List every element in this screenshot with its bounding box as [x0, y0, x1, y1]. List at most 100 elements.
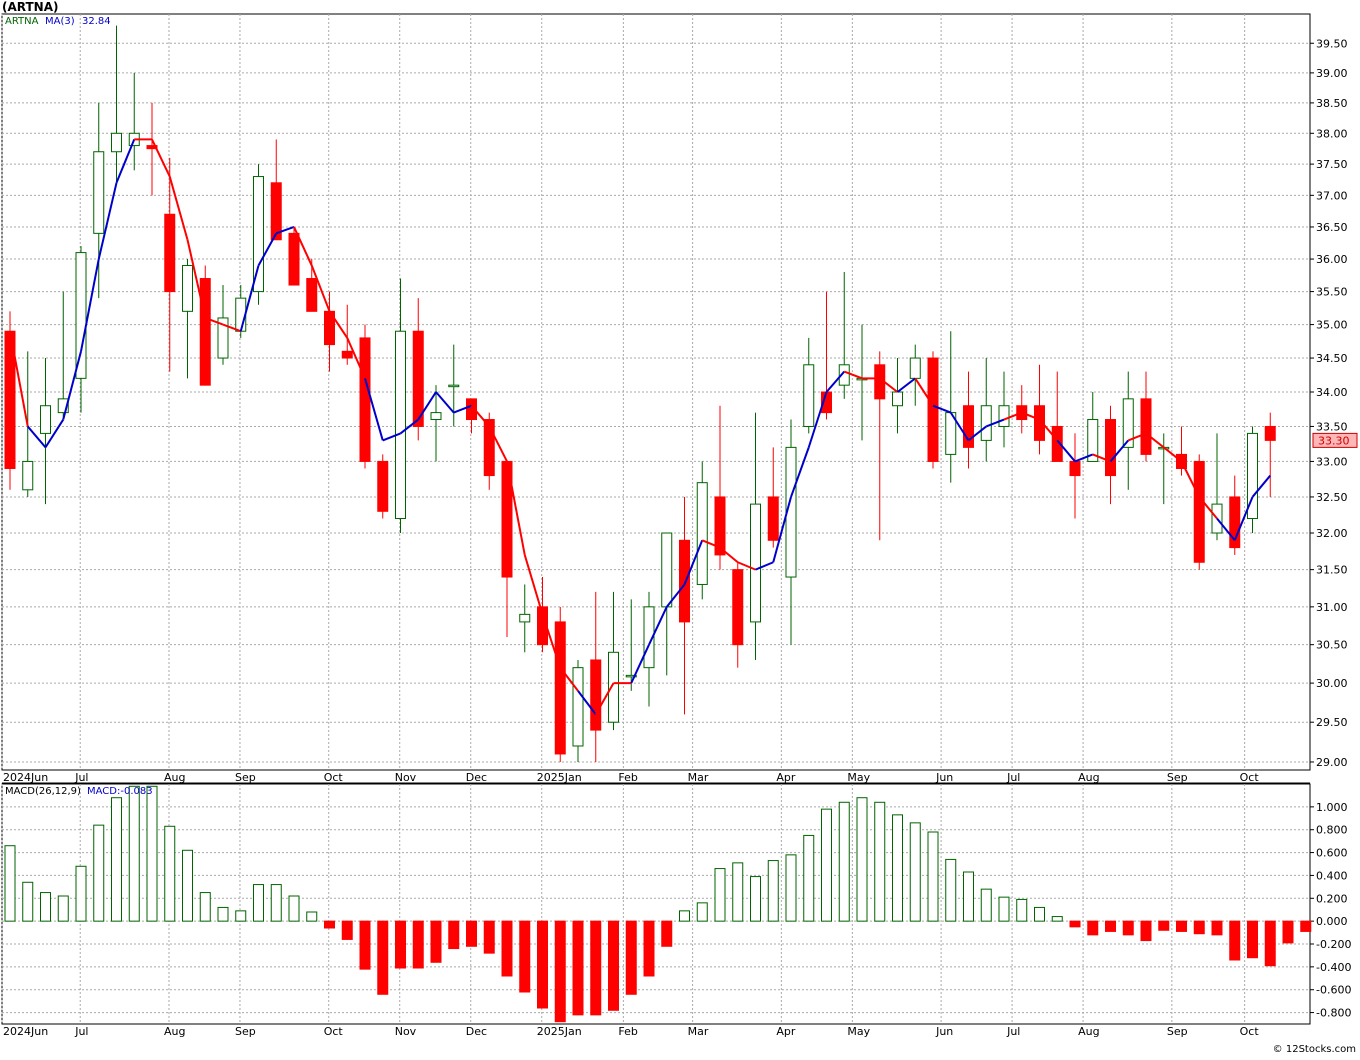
macd-bar: [253, 884, 264, 922]
ma3-segment: [559, 667, 579, 692]
candle-body: [430, 412, 442, 421]
macd-panel-frame: [1, 783, 1311, 1025]
x-axis-label-top: Oct: [324, 771, 344, 784]
macd-bar: [1247, 920, 1258, 959]
ma3-segment: [541, 614, 562, 668]
x-axis-label-bottom: Dec: [466, 1025, 487, 1038]
macd-bar: [1105, 920, 1116, 932]
macd-bar: [732, 862, 744, 922]
price-tick-label: 33.00: [1316, 455, 1348, 468]
macd-tick-label: 0.200: [1316, 892, 1348, 905]
candle-body: [182, 265, 193, 312]
macd-bar: [448, 920, 460, 950]
macd-bar: [22, 881, 34, 922]
candle-body: [164, 213, 176, 293]
price-tick-label: 38.00: [1316, 127, 1348, 140]
ma-legend-label: MA(3): [45, 16, 75, 27]
macd-bar: [128, 785, 140, 922]
x-axis-label-bottom: Mar: [688, 1025, 709, 1038]
macd-bar: [1193, 920, 1205, 935]
ma3-segment: [1092, 453, 1111, 463]
macd-bar: [909, 822, 921, 922]
candle-body: [750, 503, 761, 623]
macd-bar: [963, 871, 974, 922]
ma3-segment: [665, 583, 686, 608]
price-tick-label: 31.50: [1316, 564, 1348, 577]
macd-bar: [892, 814, 903, 922]
price-tick-label: 34.50: [1316, 352, 1348, 365]
candle-body: [253, 176, 264, 293]
ma3-segment: [896, 377, 916, 393]
x-axis-label-bottom: 2024Jun: [3, 1025, 48, 1038]
macd-bar: [430, 920, 442, 963]
macd-bar: [75, 865, 87, 922]
ma3-segment: [1127, 432, 1147, 442]
macd-bar: [1158, 920, 1170, 931]
price-tick-label: 39.50: [1316, 37, 1348, 50]
ma3-segment: [825, 370, 846, 393]
last-price-label: 33.30: [1318, 434, 1350, 447]
x-axis-label-bottom: Jun: [935, 1025, 953, 1038]
ma3-segment: [506, 461, 526, 556]
price-tick-label: 33.50: [1316, 420, 1348, 433]
ma3-segment: [843, 370, 863, 380]
candle-body: [1069, 460, 1081, 477]
macd-bar: [306, 911, 318, 922]
macd-bar: [217, 906, 229, 922]
macd-bar: [1034, 906, 1045, 922]
macd-bar: [341, 920, 353, 940]
macd-bar: [927, 831, 939, 922]
candle-body: [1193, 460, 1205, 563]
macd-legend-value: MACD:-0.083: [87, 786, 153, 797]
macd-bar: [750, 876, 761, 922]
macd-bar: [57, 895, 69, 922]
candle-body: [359, 337, 371, 462]
candle-body: [679, 539, 690, 623]
macd-tick-label: -0.800: [1316, 1007, 1351, 1020]
x-axis-label-top: Sep: [235, 771, 256, 784]
macd-tick-label: 0.000: [1316, 915, 1348, 928]
candle-body: [217, 317, 229, 359]
ma3-segment: [932, 404, 952, 414]
ma3-segment: [879, 377, 899, 393]
ma3-segment: [239, 265, 260, 332]
ma3-segment: [151, 138, 171, 177]
ma3-segment: [1233, 496, 1254, 541]
ma3-segment: [594, 682, 615, 715]
macd-bar: [1229, 920, 1241, 961]
macd-bar: [874, 801, 886, 922]
candle-body: [377, 460, 389, 512]
macd-tick-label: -0.200: [1316, 938, 1351, 951]
ma3-segment: [630, 644, 650, 684]
macd-bar: [412, 920, 424, 969]
ma3-segment: [1021, 411, 1040, 421]
macd-bar: [4, 845, 16, 922]
candle-body: [519, 613, 531, 623]
macd-bar: [608, 920, 619, 1011]
x-axis-label-top: Jun: [935, 771, 953, 784]
ma3-segment: [435, 391, 455, 414]
ma3-segment: [1198, 496, 1218, 520]
macd-bar: [1264, 920, 1276, 967]
candle-body: [625, 674, 637, 678]
x-axis-label-top: Dec: [466, 771, 487, 784]
candle-body: [1140, 398, 1152, 455]
candle-body: [732, 569, 744, 646]
ma3-segment: [577, 690, 597, 715]
x-axis-label-top: Jul: [1006, 771, 1020, 784]
macd-bar: [838, 801, 850, 922]
price-tick-label: 32.00: [1316, 527, 1348, 540]
price-tick-label: 35.00: [1316, 319, 1348, 332]
ma3-segment: [80, 258, 100, 352]
ma3-segment: [257, 232, 278, 267]
x-axis-label-bottom: Jul: [1006, 1025, 1020, 1038]
x-axis-label-top: Nov: [395, 771, 417, 784]
x-axis-label-top: Aug: [1078, 771, 1099, 784]
ma3-segment: [914, 377, 934, 407]
macd-bar: [679, 910, 690, 922]
price-tick-label: 30.00: [1316, 677, 1348, 690]
price-tick-label: 37.00: [1316, 189, 1348, 202]
ma3-segment: [648, 606, 668, 646]
macd-bar: [537, 920, 548, 1009]
x-axis-label-bottom: Sep: [1167, 1025, 1188, 1038]
